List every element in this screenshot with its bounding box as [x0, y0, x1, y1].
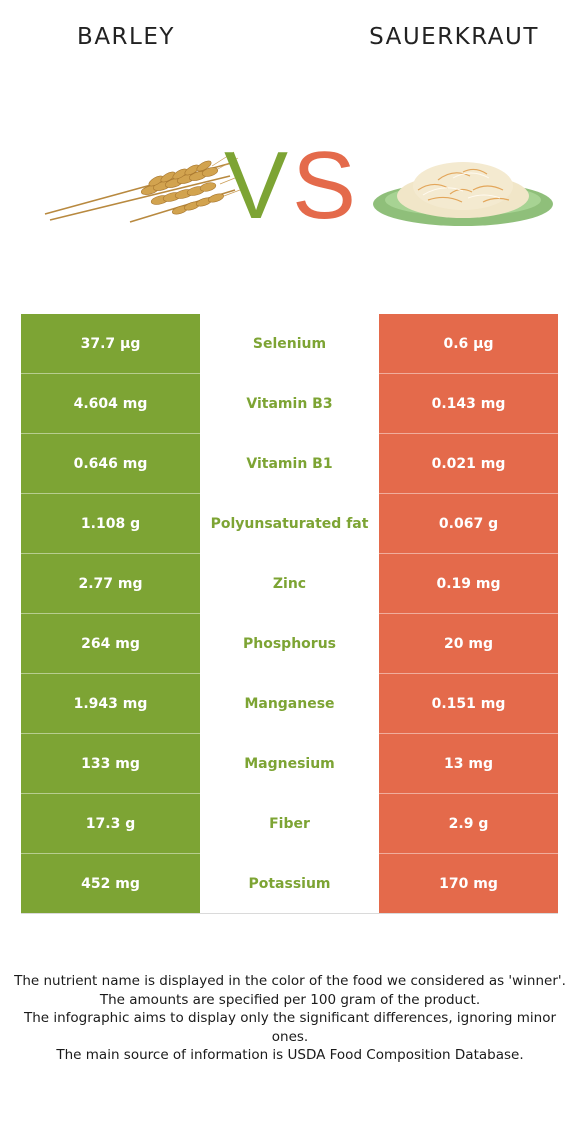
comparison-table: 37.7 µg Selenium 0.6 µg 4.604 mg Vitamin B3 0… [21, 314, 558, 914]
footnote-winner: The nutrient name is displayed in the co… [14, 973, 566, 989]
right-value-cell: 170 mg [379, 853, 558, 914]
footnote-differences: The infographic aims to display only the… [23, 1010, 557, 1045]
footnote-amounts: The amounts are specified per 100 gram o… [99, 991, 481, 1008]
nutrient-name-cell: Manganese [200, 673, 379, 734]
vs-letter-v: V [224, 132, 288, 228]
right-value-cell: 13 mg [379, 733, 558, 794]
vs-logo: V S [224, 132, 354, 228]
right-value-cell: 0.151 mg [379, 673, 558, 734]
nutrient-name-cell: Zinc [200, 553, 379, 614]
left-food-title: BARLEY [77, 24, 175, 50]
left-value-cell: 37.7 µg [21, 314, 200, 374]
table-row: 0.646 mg Vitamin B1 0.021 mg [21, 433, 558, 494]
nutrient-name-cell: Phosphorus [200, 613, 379, 674]
table-row: 264 mg Phosphorus 20 mg [21, 613, 558, 674]
right-food-title: SAUERKRAUT [369, 24, 539, 50]
nutrient-name-cell: Potassium [200, 853, 379, 914]
barley-wheat-icon [44, 151, 240, 223]
right-value-cell: 0.6 µg [379, 314, 558, 374]
right-value-cell: 0.021 mg [379, 433, 558, 494]
footnote-source: The main source of information is USDA F… [56, 1047, 524, 1063]
table-row: 2.77 mg Zinc 0.19 mg [21, 553, 558, 614]
nutrient-name-cell: Polyunsaturated fat [200, 493, 379, 554]
table-row: 37.7 µg Selenium 0.6 µg [21, 314, 558, 374]
right-value-cell: 0.143 mg [379, 373, 558, 434]
left-value-cell: 1.108 g [21, 493, 200, 554]
nutrient-name-cell: Magnesium [200, 733, 379, 794]
footnotes: The nutrient name is displayed in the co… [14, 972, 566, 1065]
left-value-cell: 1.943 mg [21, 673, 200, 734]
right-value-cell: 0.067 g [379, 493, 558, 554]
left-value-cell: 4.604 mg [21, 373, 200, 434]
right-value-cell: 0.19 mg [379, 553, 558, 614]
left-value-cell: 264 mg [21, 613, 200, 674]
table-row: 133 mg Magnesium 13 mg [21, 733, 558, 794]
nutrient-name-cell: Vitamin B1 [200, 433, 379, 494]
table-row: 17.3 g Fiber 2.9 g [21, 793, 558, 854]
right-value-cell: 20 mg [379, 613, 558, 674]
right-value-cell: 2.9 g [379, 793, 558, 854]
left-value-cell: 2.77 mg [21, 553, 200, 614]
left-value-cell: 0.646 mg [21, 433, 200, 494]
left-value-cell: 17.3 g [21, 793, 200, 854]
nutrient-name-cell: Fiber [200, 793, 379, 854]
table-row: 4.604 mg Vitamin B3 0.143 mg [21, 373, 558, 434]
hero-images: V S [0, 120, 580, 270]
left-value-cell: 452 mg [21, 853, 200, 914]
left-value-cell: 133 mg [21, 733, 200, 794]
nutrient-name-cell: Selenium [200, 314, 379, 374]
table-row: 452 mg Potassium 170 mg [21, 853, 558, 914]
table-row: 1.943 mg Manganese 0.151 mg [21, 673, 558, 734]
sauerkraut-plate-icon [373, 162, 553, 226]
nutrient-name-cell: Vitamin B3 [200, 373, 379, 434]
vs-letter-s: S [292, 132, 354, 228]
table-row: 1.108 g Polyunsaturated fat 0.067 g [21, 493, 558, 554]
